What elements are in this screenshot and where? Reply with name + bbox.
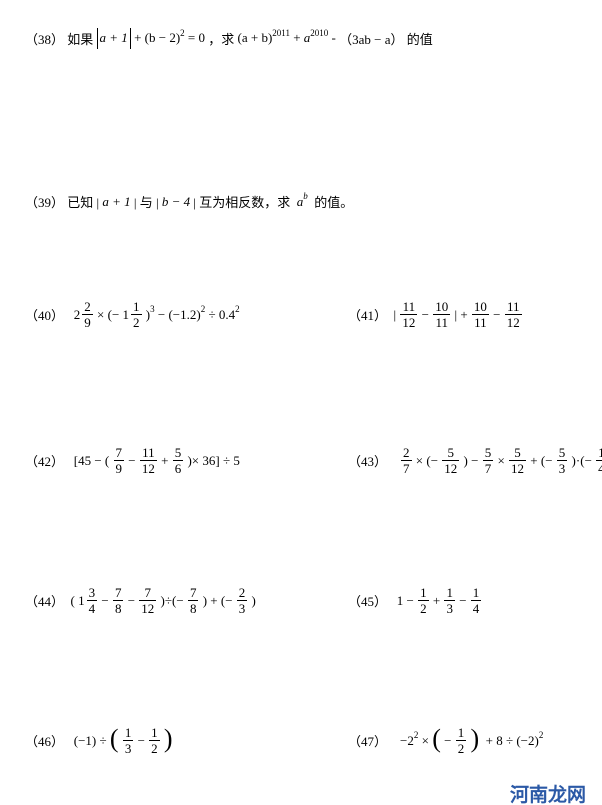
right-paren-icon: ) <box>164 724 173 753</box>
label-38: （38） <box>25 29 64 48</box>
label-41: （41） <box>348 305 387 324</box>
p40-mixed1: 2 29 <box>74 300 94 329</box>
p38-suffix: 的值 <box>407 29 433 48</box>
problem-42: （42） [45 − ( 79 − 1112 + 56 )× 36] ÷ 5 <box>25 446 240 475</box>
problem-45: （45） 1 − 12 + 13 − 14 <box>348 586 482 615</box>
watermark: 河南龙网 <box>510 780 586 805</box>
label-44: （44） <box>25 591 64 610</box>
problem-38: （38） 如果 a + 1 + (b − 2)2 = 0 ，求 (a + b)2… <box>25 28 433 49</box>
label-42: （42） <box>25 451 64 470</box>
p38-prefix: 如果 <box>67 29 93 48</box>
label-43: （43） <box>348 451 387 470</box>
left-paren-icon: ( <box>110 724 119 753</box>
label-40: （40） <box>25 305 64 324</box>
left-paren-icon: ( <box>432 724 441 753</box>
problem-46: （46） (−1) ÷ ( 13 − 12 ) <box>25 726 173 755</box>
problem-47: （47） −22 × ( − 12 ) + 8 ÷ (−2)2 <box>348 726 543 755</box>
problem-44: （44） ( 134 − 78 − 712 ) ÷ (− 78 ) + (− 2… <box>25 586 256 615</box>
p40-mixed2: 1 12 <box>123 300 143 329</box>
label-39: （39） <box>25 192 64 211</box>
problem-43: （43） 27 × (− 512 ) − 57 × 512 + (− 53 )·… <box>348 446 602 475</box>
problem-39: （39） 已知 | a + 1 | 与 | b − 4 | 互为相反数，求 ab… <box>25 192 353 211</box>
label-47: （47） <box>348 731 387 750</box>
right-paren-icon: ) <box>470 724 479 753</box>
problem-41: （41） | 1112 − 1011 | + 1011 − 1112 <box>348 300 523 329</box>
problem-40: （40） 2 29 × (− 1 12 )3 − (−1.2)2 ÷ 0.42 <box>25 300 240 329</box>
p38-mid: ，求 <box>208 29 234 48</box>
label-45: （45） <box>348 591 387 610</box>
p38-abs: a + 1 <box>97 28 131 49</box>
label-46: （46） <box>25 731 64 750</box>
